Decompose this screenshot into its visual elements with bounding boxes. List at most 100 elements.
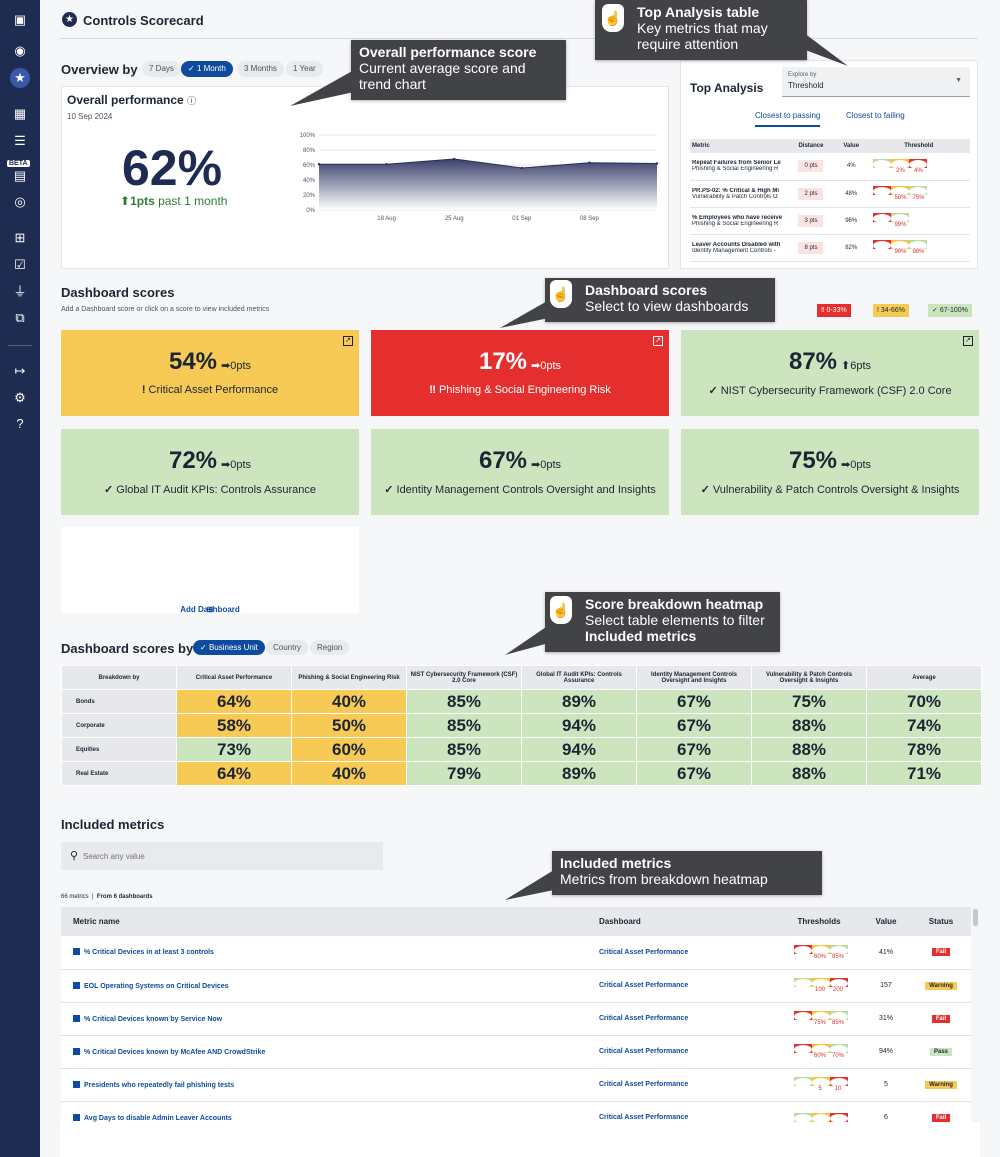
- metric-row[interactable]: % Critical Devices known by Service Now C…: [61, 1002, 971, 1036]
- database-icon[interactable]: ☰: [14, 133, 26, 148]
- chart-point[interactable]: [453, 157, 456, 161]
- heatmap-cell[interactable]: 94%: [521, 713, 637, 738]
- search-input[interactable]: [83, 848, 363, 864]
- tab-closest-to-passing[interactable]: Closest to passing: [755, 111, 821, 127]
- chart-point[interactable]: [385, 163, 388, 166]
- heatmap-cell[interactable]: 94%: [521, 737, 637, 762]
- table-scrollbar[interactable]: [973, 909, 978, 926]
- info-icon[interactable]: ⓘ: [187, 96, 197, 106]
- tab-closest-to-failing[interactable]: Closest to failing: [846, 111, 905, 120]
- app-logo-icon[interactable]: ▣: [13, 12, 27, 27]
- heatmap-column-header[interactable]: Critical Asset Performance: [176, 665, 292, 690]
- range-chip-1-month[interactable]: ✓ 1 Month: [181, 61, 233, 77]
- dashboard-tile[interactable]: 17% ➡0pts ‼ Phishing & Social Engineering …: [371, 330, 669, 416]
- help-icon[interactable]: ?: [16, 416, 24, 431]
- heatmap-column-header[interactable]: Average: [866, 665, 982, 690]
- heatmap-cell[interactable]: 67%: [636, 761, 752, 786]
- heatmap-cell[interactable]: 74%: [866, 713, 982, 738]
- dashboard-tile[interactable]: 54% ➡0pts ! Critical Asset Performance ↗: [61, 330, 359, 416]
- heatmap-row-label[interactable]: Bonds: [61, 689, 177, 714]
- chart-point[interactable]: [588, 161, 591, 164]
- heatmap-cell[interactable]: 85%: [406, 689, 522, 714]
- scorecard-icon[interactable]: ★: [10, 68, 30, 88]
- heatmap-cell[interactable]: 88%: [751, 713, 867, 738]
- external-link-icon[interactable]: ↗: [343, 336, 353, 346]
- dashboard-link[interactable]: Critical Asset Performance: [599, 1081, 689, 1088]
- dashboard-tile[interactable]: 75% ➡0pts ✓ Vulnerability & Patch Controls…: [681, 429, 979, 515]
- metric-row[interactable]: % Critical Devices known by McAfee AND C…: [61, 1035, 971, 1069]
- metric-link[interactable]: Avg Days to disable Admin Leaver Account…: [84, 1114, 232, 1122]
- overall-performance-card[interactable]: Overall performance ⓘ 10 Sep 2024 62% ⬆1…: [61, 86, 669, 269]
- table-icon[interactable]: ▤: [13, 168, 27, 183]
- range-chip-1-year[interactable]: 1 Year: [286, 61, 323, 77]
- dashboard-tile[interactable]: 67% ➡0pts ✓ Identity Management Controls O…: [371, 429, 669, 515]
- dashboard-link[interactable]: Critical Asset Performance: [599, 1048, 689, 1055]
- dashboard-link[interactable]: Critical Asset Performance: [599, 1015, 689, 1022]
- trend-chart[interactable]: 100% 80% 60% 40% 20% 0% 18 Aug 25 Aug 01 Sep 08 S…: [267, 127, 667, 277]
- chart-point[interactable]: [317, 163, 321, 166]
- heatmap-cell[interactable]: 75%: [751, 689, 867, 714]
- heatmap-cell[interactable]: 85%: [406, 713, 522, 738]
- top-analysis-row[interactable]: % Employees who have receive Phishing & S…: [690, 207, 970, 235]
- explore-by-select[interactable]: Explore by Threshold ▼: [782, 67, 970, 97]
- external-link-icon[interactable]: ↗: [963, 336, 973, 346]
- heatmap-cell[interactable]: 79%: [406, 761, 522, 786]
- chart-point[interactable]: [655, 162, 659, 165]
- heatmap-cell[interactable]: 70%: [866, 689, 982, 714]
- metric-link[interactable]: EOL Operating Systems on Critical Device…: [84, 982, 229, 990]
- dashboard-tile[interactable]: 72% ➡0pts ✓ Global IT Audit KPIs: Controls…: [61, 429, 359, 515]
- checklist-icon[interactable]: ☑: [14, 257, 26, 272]
- eye-icon[interactable]: ◉: [14, 43, 26, 58]
- heatmap-cell[interactable]: 89%: [521, 761, 637, 786]
- metric-row[interactable]: % Critical Devices in at least 3 control…: [61, 936, 971, 970]
- heatmap-cell[interactable]: 67%: [636, 737, 752, 762]
- heatmap-cell[interactable]: 78%: [866, 737, 982, 762]
- heatmap-cell[interactable]: 60%: [291, 737, 407, 762]
- metric-row[interactable]: EOL Operating Systems on Critical Device…: [61, 969, 971, 1003]
- metric-link[interactable]: % Critical Devices in at least 3 control…: [84, 949, 214, 957]
- logout-icon[interactable]: ↦: [14, 363, 26, 378]
- metric-row[interactable]: Presidents who repeatedly fail phishing …: [61, 1068, 971, 1102]
- heatmap-column-header[interactable]: Global IT Audit KPIs: Controls Assurance: [521, 665, 637, 690]
- heatmap-cell[interactable]: 58%: [176, 713, 292, 738]
- heatmap-cell[interactable]: 73%: [176, 737, 292, 762]
- add-dashboard-tile[interactable]: ⊞ Add Dashboard: [61, 527, 359, 614]
- filter-business-unit[interactable]: ✓ Business Unit: [193, 640, 265, 655]
- heatmap-cell[interactable]: 85%: [406, 737, 522, 762]
- range-chip-3-months[interactable]: 3 Months: [237, 61, 284, 77]
- top-analysis-row[interactable]: PR.PS-02: % Critical & High Mi Vulnerabil…: [690, 180, 970, 208]
- heatmap-cell[interactable]: 67%: [636, 689, 752, 714]
- dashboard-icon[interactable]: ▦: [13, 106, 27, 121]
- heatmap-cell[interactable]: 88%: [751, 737, 867, 762]
- dashboard-link[interactable]: Critical Asset Performance: [599, 948, 689, 956]
- heatmap-row-label[interactable]: Corporate: [61, 713, 177, 738]
- heatmap-cell[interactable]: 67%: [636, 713, 752, 738]
- top-analysis-row[interactable]: Leaver Accounts Disabled with Identity Ma…: [690, 234, 970, 262]
- heatmap-row-label[interactable]: Equities: [61, 737, 177, 762]
- metric-link[interactable]: % Critical Devices known by Service Now: [84, 1015, 223, 1023]
- dashboard-link[interactable]: Critical Asset Performance: [599, 1114, 689, 1121]
- dashboard-link[interactable]: Critical Asset Performance: [599, 982, 689, 989]
- heatmap-cell[interactable]: 71%: [866, 761, 982, 786]
- heatmap-cell[interactable]: 50%: [291, 713, 407, 738]
- plug-icon[interactable]: ⏚: [13, 284, 27, 299]
- top-analysis-row[interactable]: Repeat Failures from Senior Le Phishing &…: [690, 153, 970, 181]
- heatmap-row-label[interactable]: Real Estate: [61, 761, 177, 786]
- heatmap-cell[interactable]: 40%: [291, 761, 407, 786]
- grid-icon[interactable]: ⊞: [14, 230, 26, 245]
- heatmap-cell[interactable]: 88%: [751, 761, 867, 786]
- heatmap-cell[interactable]: 64%: [176, 689, 292, 714]
- target-icon[interactable]: ◎: [14, 194, 26, 209]
- org-chart-icon[interactable]: ⧉: [15, 310, 25, 325]
- dashboard-tile[interactable]: 87% ⬆6pts ✓ NIST Cybersecurity Framework (…: [681, 330, 979, 416]
- metric-link[interactable]: % Critical Devices known by McAfee AND C…: [84, 1048, 266, 1056]
- external-link-icon[interactable]: ↗: [653, 336, 663, 346]
- chart-point[interactable]: [520, 166, 523, 170]
- heatmap-cell[interactable]: 40%: [291, 689, 407, 714]
- heatmap-column-header[interactable]: Phishing & Social Engineering Risk: [291, 665, 407, 690]
- gear-icon[interactable]: ⚙: [14, 390, 26, 405]
- heatmap-column-header[interactable]: NIST Cybersecurity Framework (CSF) 2.0 C…: [406, 665, 522, 690]
- heatmap-column-header[interactable]: Identity Management Controls Oversight a…: [636, 665, 752, 690]
- filter-region[interactable]: Region: [310, 640, 350, 655]
- heatmap-column-header[interactable]: Vulnerability & Patch Controls Oversight…: [751, 665, 867, 690]
